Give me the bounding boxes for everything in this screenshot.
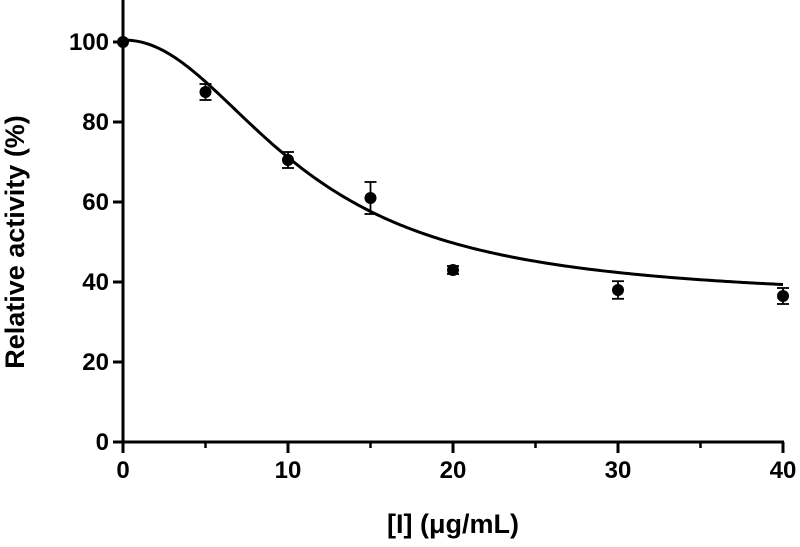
- axes: 0 10 20 30 40 0 20 40 60 80 100: [69, 0, 796, 484]
- y-tick-label-20: 20: [82, 349, 109, 376]
- data-points-layer: [117, 36, 789, 304]
- data-point-3: [365, 192, 377, 204]
- fit-curve-layer: [123, 40, 783, 285]
- fit-curve-line: [123, 40, 783, 285]
- x-axis-title: [I] (μg/mL): [387, 509, 519, 539]
- x-tick-label-40: 40: [770, 457, 797, 484]
- y-tick-label-80: 80: [82, 109, 109, 136]
- data-point-1: [200, 86, 212, 98]
- data-point-0: [117, 36, 129, 48]
- x-tick-label-10: 10: [275, 457, 302, 484]
- data-point-5: [612, 284, 624, 296]
- y-axis-title: Relative activity (%): [0, 115, 30, 369]
- data-point-4: [447, 264, 459, 276]
- x-tick-label-20: 20: [440, 457, 467, 484]
- y-tick-label-100: 100: [69, 29, 109, 56]
- data-point-6: [777, 290, 789, 302]
- y-tick-label-60: 60: [82, 189, 109, 216]
- y-tick-label-40: 40: [82, 269, 109, 296]
- y-tick-label-0: 0: [96, 429, 109, 456]
- x-tick-label-30: 30: [605, 457, 632, 484]
- x-tick-label-0: 0: [116, 457, 129, 484]
- data-point-2: [282, 154, 294, 166]
